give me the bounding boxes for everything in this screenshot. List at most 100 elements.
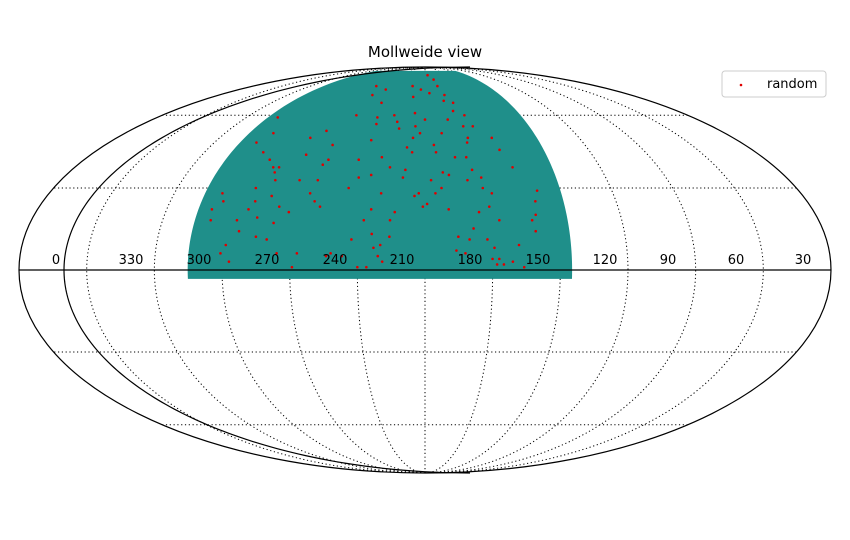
- scatter-point: [370, 232, 374, 236]
- meridian-line: [424, 66, 494, 474]
- scatter-point: [355, 113, 358, 117]
- legend-marker: [739, 83, 743, 87]
- scatter-point: [498, 148, 501, 152]
- scatter-point: [384, 88, 388, 91]
- scatter-point: [455, 249, 458, 252]
- scatter-point: [262, 150, 265, 154]
- scatter-point: [210, 208, 214, 211]
- scatter-point: [457, 235, 460, 238]
- scatter-point: [369, 173, 373, 177]
- x-tick-label: 150: [526, 253, 551, 268]
- scatter-point: [275, 252, 278, 255]
- scatter-point: [436, 84, 439, 88]
- scatter-point: [276, 116, 280, 119]
- scatter-point: [397, 127, 401, 130]
- scatter-point: [327, 158, 330, 161]
- scatter-point: [298, 178, 301, 182]
- scatter-point: [376, 116, 379, 119]
- scatter-point: [313, 199, 316, 203]
- scatter-point: [481, 186, 485, 190]
- scatter-point: [369, 138, 373, 142]
- x-tick-label: 90: [660, 253, 677, 268]
- scatter-point: [463, 113, 466, 117]
- scatter-point: [365, 265, 368, 269]
- scatter-point: [522, 265, 526, 269]
- scatter-point: [356, 265, 359, 269]
- scatter-point: [468, 238, 471, 241]
- scatter-point: [277, 205, 281, 208]
- scatter-point: [440, 186, 443, 190]
- scatter-point: [270, 194, 273, 198]
- scatter-point: [535, 189, 539, 192]
- scatter-point: [511, 165, 514, 169]
- scatter-point: [465, 141, 469, 144]
- scatter-point: [471, 124, 475, 128]
- scatter-point: [331, 143, 334, 147]
- scatter-point: [388, 235, 391, 238]
- scatter-point: [235, 218, 239, 222]
- scatter-point: [253, 199, 257, 203]
- scatter-point: [498, 257, 501, 261]
- scatter-point: [357, 176, 361, 179]
- x-tick-label: 0: [52, 253, 60, 268]
- scatter-point: [411, 136, 415, 140]
- scatter-point: [395, 120, 399, 124]
- scatter-point: [446, 118, 450, 121]
- scatter-point: [393, 113, 396, 117]
- scatter-point: [432, 143, 436, 147]
- legend-label: random: [767, 77, 817, 92]
- x-tick-labels: 0 330 300 270 240 210 180 150 120 90 60 30: [52, 253, 811, 268]
- scatter-point: [466, 136, 470, 140]
- scatter-point: [443, 93, 446, 97]
- scatter-point: [295, 252, 299, 255]
- scatter-point: [421, 205, 425, 208]
- scatter-point: [379, 191, 383, 195]
- scatter-point: [222, 199, 225, 203]
- scatter-point: [470, 168, 474, 172]
- scatter-point: [255, 216, 259, 219]
- scatter-point: [308, 191, 312, 195]
- scatter-point: [347, 186, 350, 190]
- scatter-point: [453, 155, 457, 159]
- scatter-point: [277, 165, 281, 169]
- scatter-point: [271, 165, 275, 169]
- scatter-point: [287, 210, 291, 214]
- scatter-point: [254, 235, 258, 238]
- footprint-area: [187, 70, 573, 279]
- scatter-point: [434, 150, 438, 154]
- scatter-point: [404, 168, 407, 172]
- x-tick-label: 210: [390, 253, 415, 268]
- scatter-point: [224, 243, 228, 247]
- scatter-point: [221, 191, 224, 195]
- scatter-point: [304, 153, 308, 157]
- scatter-point: [411, 95, 415, 99]
- scatter-point: [464, 155, 468, 159]
- scatter-point: [534, 199, 537, 203]
- scatter-point: [434, 191, 437, 195]
- scatter-point: [428, 91, 431, 95]
- scatter-point: [491, 257, 494, 261]
- scatter-point: [321, 163, 325, 167]
- scatter-point: [487, 205, 491, 208]
- scatter-point: [329, 252, 332, 255]
- random-points: [209, 73, 539, 269]
- x-tick-label: 330: [119, 253, 144, 268]
- scatter-point: [274, 178, 277, 182]
- scatter-point: [479, 176, 483, 179]
- scatter-point: [417, 191, 421, 195]
- scatter-point: [371, 93, 374, 97]
- scatter-point: [447, 208, 450, 211]
- scatter-point: [380, 155, 384, 159]
- scatter-point: [495, 263, 499, 266]
- scatter-point: [429, 178, 433, 182]
- scatter-point: [451, 101, 455, 105]
- scatter-point: [405, 146, 409, 149]
- chart-title: Mollweide view: [368, 43, 482, 61]
- scatter-point: [472, 227, 475, 230]
- scatter-point: [273, 171, 277, 174]
- scatter-point: [372, 246, 375, 250]
- scatter-point: [534, 213, 537, 217]
- scatter-point: [324, 254, 328, 258]
- legend-box: [721, 70, 827, 98]
